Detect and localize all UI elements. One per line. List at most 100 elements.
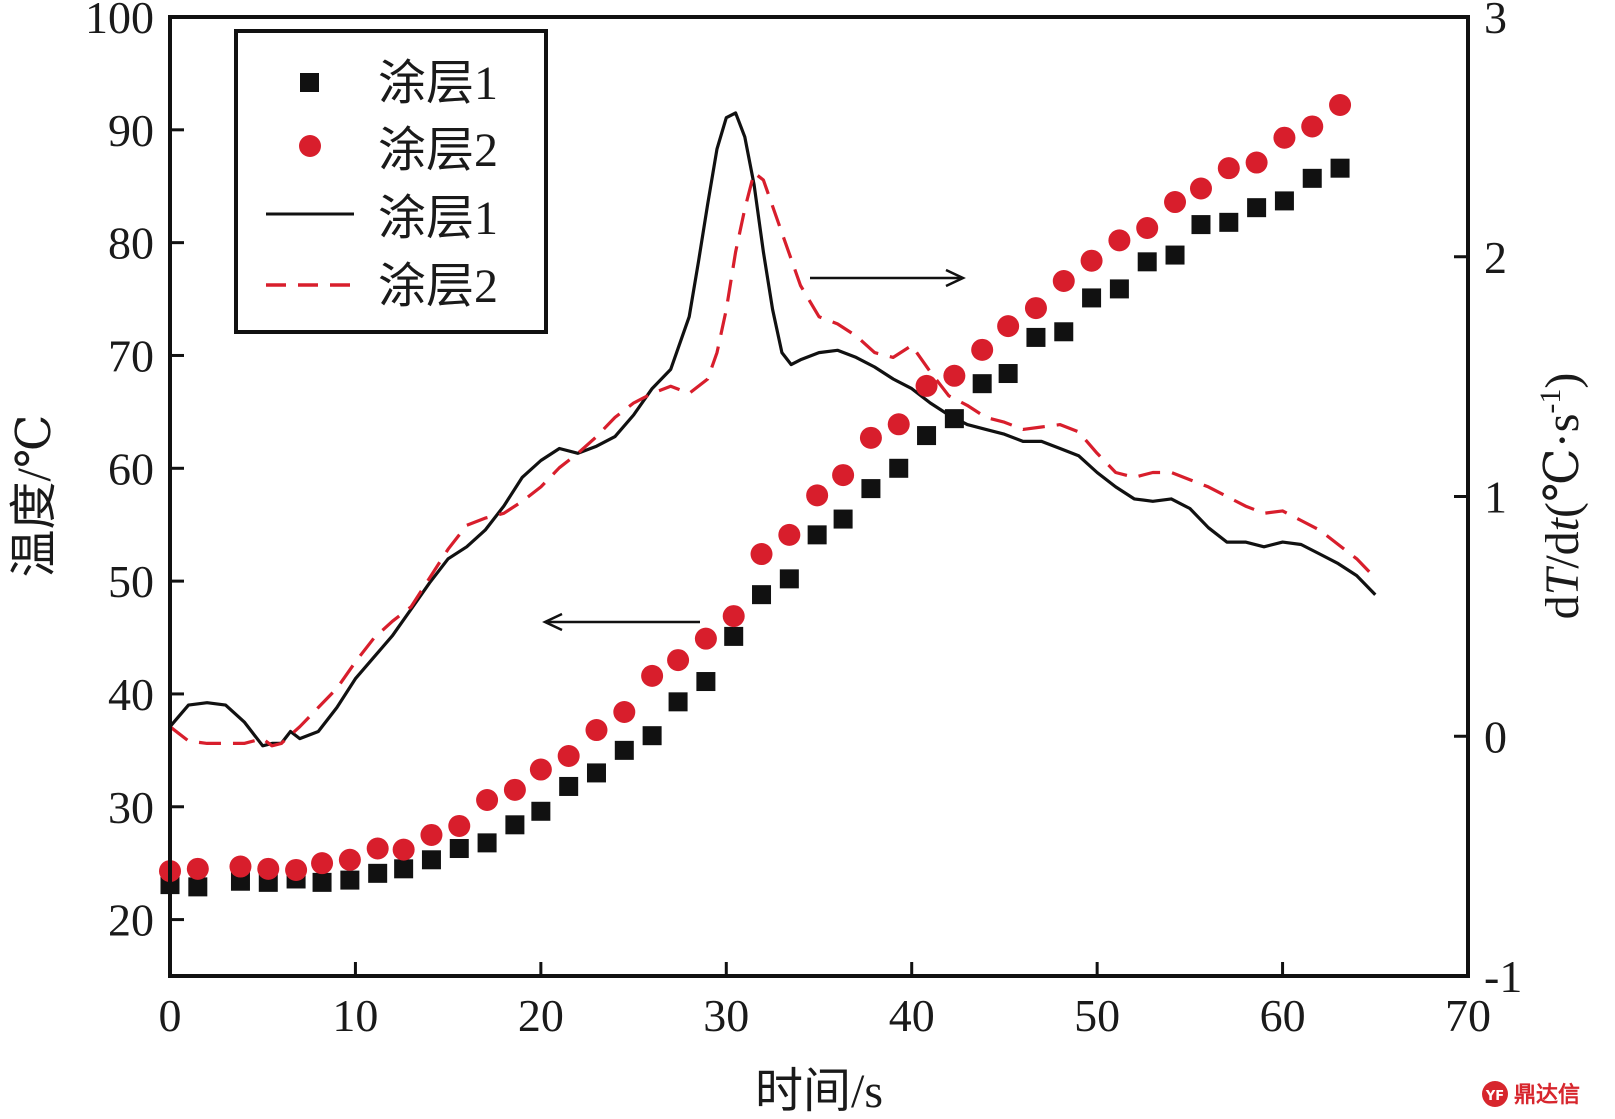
data-point-coat2 <box>778 523 801 546</box>
data-point-coat1 <box>394 859 414 879</box>
x-tick-label: 10 <box>332 990 378 1041</box>
data-point-coat1 <box>1082 288 1102 308</box>
data-point-coat1 <box>1274 191 1294 211</box>
data-point-coat2 <box>366 837 389 860</box>
data-point-coat2 <box>1217 157 1240 180</box>
x-tick-label: 30 <box>703 990 749 1041</box>
plot-frame <box>168 15 1470 978</box>
data-point-coat2 <box>887 413 910 436</box>
data-point-coat2 <box>585 719 608 742</box>
series-line-coat2 <box>169 171 1377 748</box>
watermark-logo-letters: YF <box>1485 1089 1504 1104</box>
data-point-coat2 <box>420 823 443 846</box>
x-tick-label: 50 <box>1074 990 1120 1041</box>
data-point-coat1 <box>505 815 525 835</box>
data-point-coat1 <box>944 409 964 429</box>
data-point-coat1 <box>1330 158 1350 178</box>
legend-box <box>234 29 548 334</box>
watermark-logo-icon <box>1482 1081 1508 1107</box>
data-point-coat1 <box>668 692 688 712</box>
right-axis-arrow <box>810 268 966 288</box>
data-point-coat2 <box>448 814 471 837</box>
data-point-coat1 <box>559 776 579 796</box>
data-point-coat1 <box>752 585 772 605</box>
data-point-coat2 <box>557 744 580 767</box>
data-point-coat1 <box>1054 322 1074 342</box>
data-point-coat2 <box>186 857 209 880</box>
y-right-tick-label: 2 <box>1484 232 1507 283</box>
data-point-coat2 <box>338 848 361 871</box>
data-point-coat2 <box>257 857 280 880</box>
data-point-coat1 <box>368 863 388 883</box>
y-left-tick-label: 30 <box>108 782 154 833</box>
x-tick-label: 60 <box>1260 990 1306 1041</box>
data-point-coat2 <box>311 852 334 875</box>
data-point-coat1 <box>1219 212 1239 232</box>
data-point-coat2 <box>859 426 882 449</box>
data-point-coat2 <box>1080 249 1103 272</box>
data-point-coat2 <box>529 758 552 781</box>
legend-circle-marker <box>299 135 321 157</box>
data-point-coat2 <box>476 788 499 811</box>
x-tick-label: 40 <box>889 990 935 1041</box>
data-point-coat2 <box>1164 191 1187 214</box>
series-line-coat1 <box>168 111 1377 748</box>
data-point-coat2 <box>997 315 1020 338</box>
data-point-coat1 <box>807 525 827 545</box>
legend: 涂层1 涂层2 涂层1 涂层2 <box>234 29 548 334</box>
data-point-coat2 <box>694 627 717 650</box>
watermark: YF 鼎达信 <box>1482 1081 1580 1108</box>
data-point-coat2 <box>667 649 690 672</box>
y-left-tick-label: 40 <box>108 669 154 720</box>
x-tick-label: 20 <box>518 990 564 1041</box>
data-point-coat1 <box>312 872 332 892</box>
x-tick-label: 70 <box>1445 990 1491 1041</box>
data-point-coat2 <box>229 855 252 878</box>
data-point-coat1 <box>586 763 606 783</box>
y-right-tick-label: 0 <box>1484 711 1507 762</box>
legend-square-marker <box>300 73 319 92</box>
y-left-tick-label: 100 <box>85 0 154 43</box>
y-right-tick-label: -1 <box>1484 951 1522 1002</box>
legend-label-3: 涂层1 <box>378 192 498 245</box>
y-left-tick-label: 90 <box>108 105 154 156</box>
data-point-coat1 <box>1109 279 1129 299</box>
data-point-coat1 <box>531 801 551 821</box>
data-point-coat2 <box>832 464 855 487</box>
data-point-coat1 <box>889 458 909 478</box>
data-point-coat1 <box>1247 198 1267 218</box>
data-point-coat1 <box>779 569 799 589</box>
y-left-tick-label: 20 <box>108 895 154 946</box>
data-point-coat1 <box>998 364 1018 384</box>
y-left-tick-label: 60 <box>108 443 154 494</box>
data-point-coat2 <box>1273 126 1296 149</box>
legend-label-2: 涂层2 <box>378 124 498 177</box>
data-point-coat2 <box>1329 94 1352 117</box>
data-point-coat2 <box>503 778 526 801</box>
data-point-coat2 <box>806 484 829 507</box>
data-point-coat2 <box>1024 297 1047 320</box>
series-markers <box>159 94 1352 897</box>
data-point-coat1 <box>449 839 469 859</box>
y-left-tick-label: 70 <box>108 330 154 381</box>
data-point-coat2 <box>971 338 994 361</box>
data-point-coat2 <box>1189 177 1212 200</box>
data-point-coat1 <box>724 626 744 646</box>
data-point-coat1 <box>614 740 634 760</box>
data-point-coat1 <box>833 509 853 529</box>
data-point-coat1 <box>1137 252 1157 272</box>
data-point-coat1 <box>421 850 441 870</box>
data-point-coat1 <box>477 833 497 853</box>
data-point-coat2 <box>1136 216 1159 239</box>
data-point-coat2 <box>915 374 938 397</box>
data-point-coat1 <box>1026 327 1046 347</box>
left-axis-arrow <box>542 612 700 632</box>
data-point-coat2 <box>285 858 308 881</box>
watermark-text: 鼎达信 <box>1514 1082 1580 1108</box>
y-right-tick-label: 3 <box>1484 0 1507 43</box>
y-left-axis-title: 温度/℃ <box>8 414 61 577</box>
data-point-coat1 <box>642 726 662 746</box>
legend-label-4: 涂层2 <box>378 260 498 313</box>
y-right-axis-title: dT/dt(℃·s-1) <box>1534 373 1589 620</box>
